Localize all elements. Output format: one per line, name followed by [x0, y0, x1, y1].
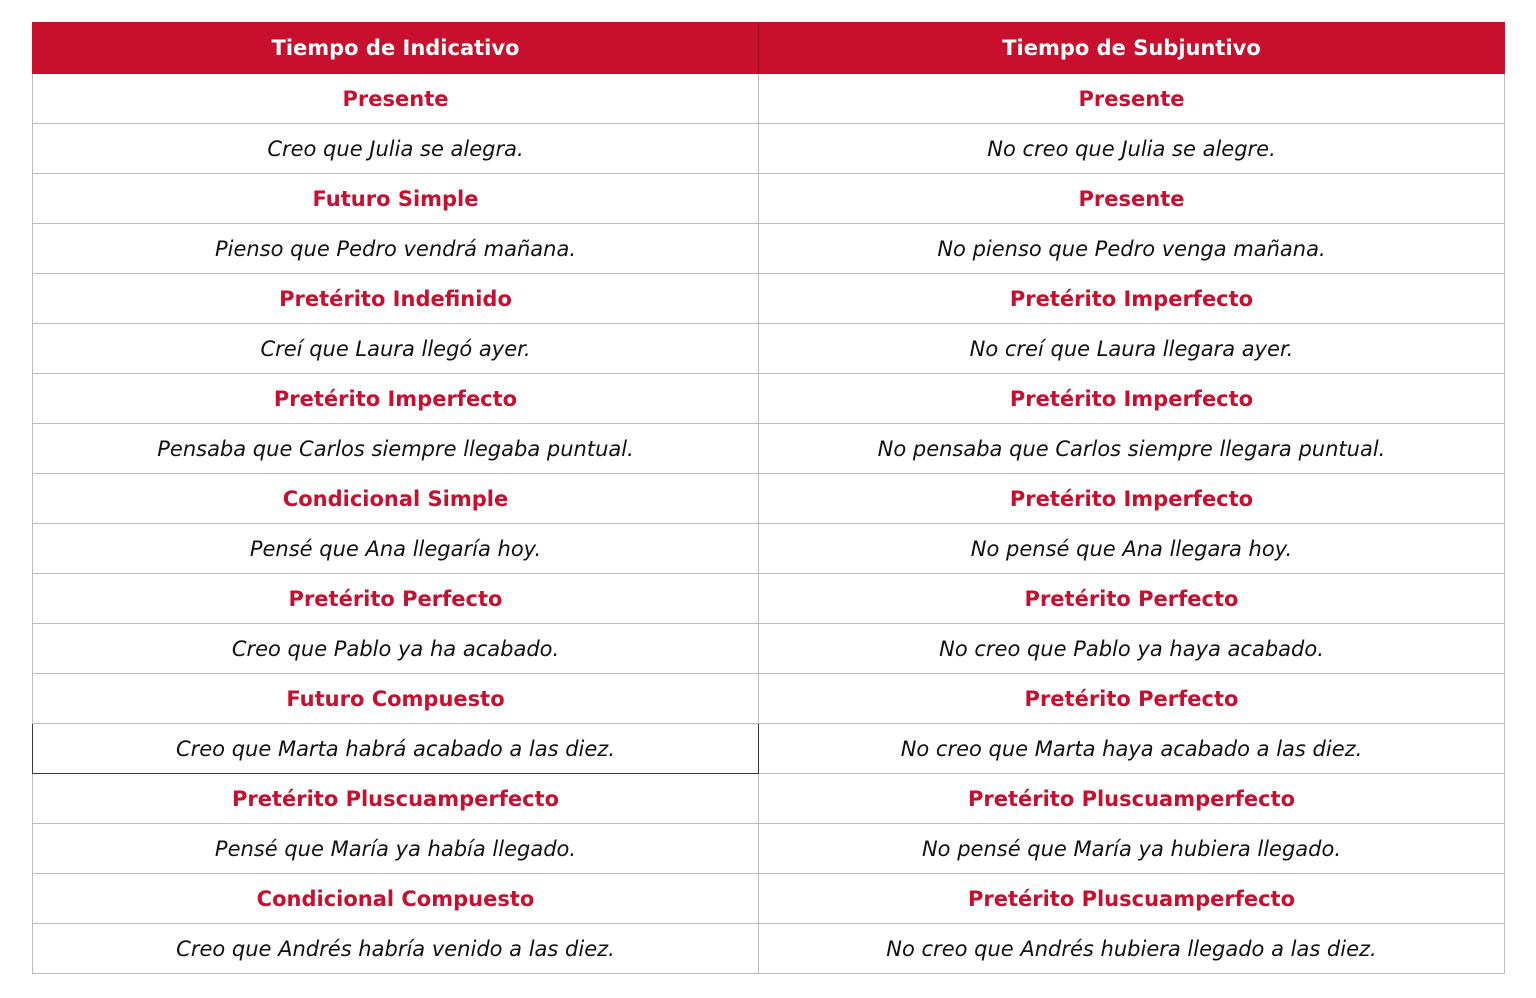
subjuntivo-example-cell: No pensé que María ya hubiera llegado. — [758, 823, 1505, 874]
tense-row: Futuro Compuesto Pretérito Perfecto — [32, 673, 1505, 724]
indicativo-tense-cell: Presente — [32, 73, 759, 124]
indicativo-example-cell: Creo que Marta habrá acabado a las diez. — [32, 723, 759, 774]
indicativo-example-cell: Creo que Andrés habría venido a las diez… — [32, 923, 759, 974]
subjuntivo-tense-cell: Pretérito Perfecto — [758, 573, 1505, 624]
tense-row: Condicional Compuesto Pretérito Pluscuam… — [32, 873, 1505, 924]
example-row: Creí que Laura llegó ayer. No creí que L… — [32, 323, 1505, 374]
table-header-row: Tiempo de Indicativo Tiempo de Subjuntiv… — [32, 22, 1505, 74]
indicativo-example-cell: Creo que Julia se alegra. — [32, 123, 759, 174]
indicativo-tense-cell: Pretérito Imperfecto — [32, 373, 759, 424]
example-row: Creo que Marta habrá acabado a las diez.… — [32, 723, 1505, 774]
subjuntivo-example-cell: No pienso que Pedro venga mañana. — [758, 223, 1505, 274]
subjuntivo-tense-cell: Pretérito Imperfecto — [758, 373, 1505, 424]
indicativo-tense-cell: Pretérito Pluscuamperfecto — [32, 773, 759, 824]
tense-row: Pretérito Pluscuamperfecto Pretérito Plu… — [32, 773, 1505, 824]
tense-row: Pretérito Imperfecto Pretérito Imperfect… — [32, 373, 1505, 424]
subjuntivo-tense-cell: Pretérito Pluscuamperfecto — [758, 873, 1505, 924]
indicativo-tense-cell: Futuro Compuesto — [32, 673, 759, 724]
subjuntivo-example-cell: No creo que Andrés hubiera llegado a las… — [758, 923, 1505, 974]
indicativo-example-cell: Creí que Laura llegó ayer. — [32, 323, 759, 374]
conjugation-table-container: Tiempo de Indicativo Tiempo de Subjuntiv… — [32, 22, 1505, 974]
example-row: Pensé que Ana llegaría hoy. No pensé que… — [32, 523, 1505, 574]
indicativo-example-cell: Creo que Pablo ya ha acabado. — [32, 623, 759, 674]
tense-row: Condicional Simple Pretérito Imperfecto — [32, 473, 1505, 524]
indicativo-tense-cell: Pretérito Indefinido — [32, 273, 759, 324]
subjuntivo-tense-cell: Presente — [758, 73, 1505, 124]
subjuntivo-example-cell: No creo que Julia se alegre. — [758, 123, 1505, 174]
indicativo-example-cell: Pienso que Pedro vendrá mañana. — [32, 223, 759, 274]
subjuntivo-tense-cell: Pretérito Perfecto — [758, 673, 1505, 724]
subjuntivo-example-cell: No creo que Marta haya acabado a las die… — [758, 723, 1505, 774]
subjuntivo-example-cell: No creo que Pablo ya haya acabado. — [758, 623, 1505, 674]
indicativo-example-cell: Pensaba que Carlos siempre llegaba puntu… — [32, 423, 759, 474]
indicativo-tense-cell: Condicional Compuesto — [32, 873, 759, 924]
example-row: Creo que Andrés habría venido a las diez… — [32, 923, 1505, 974]
subjuntivo-example-cell: No pensaba que Carlos siempre llegara pu… — [758, 423, 1505, 474]
subjuntivo-tense-cell: Pretérito Pluscuamperfecto — [758, 773, 1505, 824]
example-row: Creo que Julia se alegra. No creo que Ju… — [32, 123, 1505, 174]
tense-row: Pretérito Indefinido Pretérito Imperfect… — [32, 273, 1505, 324]
indicativo-example-cell: Pensé que María ya había llegado. — [32, 823, 759, 874]
subjuntivo-tense-cell: Pretérito Imperfecto — [758, 473, 1505, 524]
header-subjuntivo: Tiempo de Subjuntivo — [758, 22, 1505, 74]
header-indicativo: Tiempo de Indicativo — [32, 22, 759, 74]
subjuntivo-example-cell: No pensé que Ana llegara hoy. — [758, 523, 1505, 574]
example-row: Pensé que María ya había llegado. No pen… — [32, 823, 1505, 874]
example-row: Creo que Pablo ya ha acabado. No creo qu… — [32, 623, 1505, 674]
indicativo-tense-cell: Condicional Simple — [32, 473, 759, 524]
example-row: Pienso que Pedro vendrá mañana. No piens… — [32, 223, 1505, 274]
indicativo-tense-cell: Futuro Simple — [32, 173, 759, 224]
example-row: Pensaba que Carlos siempre llegaba puntu… — [32, 423, 1505, 474]
subjuntivo-tense-cell: Presente — [758, 173, 1505, 224]
indicativo-tense-cell: Pretérito Perfecto — [32, 573, 759, 624]
indicativo-example-cell: Pensé que Ana llegaría hoy. — [32, 523, 759, 574]
indicative-subjunctive-table: Tiempo de Indicativo Tiempo de Subjuntiv… — [32, 22, 1505, 974]
subjuntivo-example-cell: No creí que Laura llegara ayer. — [758, 323, 1505, 374]
tense-row: Presente Presente — [32, 73, 1505, 124]
tense-row: Pretérito Perfecto Pretérito Perfecto — [32, 573, 1505, 624]
tense-row: Futuro Simple Presente — [32, 173, 1505, 224]
subjuntivo-tense-cell: Pretérito Imperfecto — [758, 273, 1505, 324]
